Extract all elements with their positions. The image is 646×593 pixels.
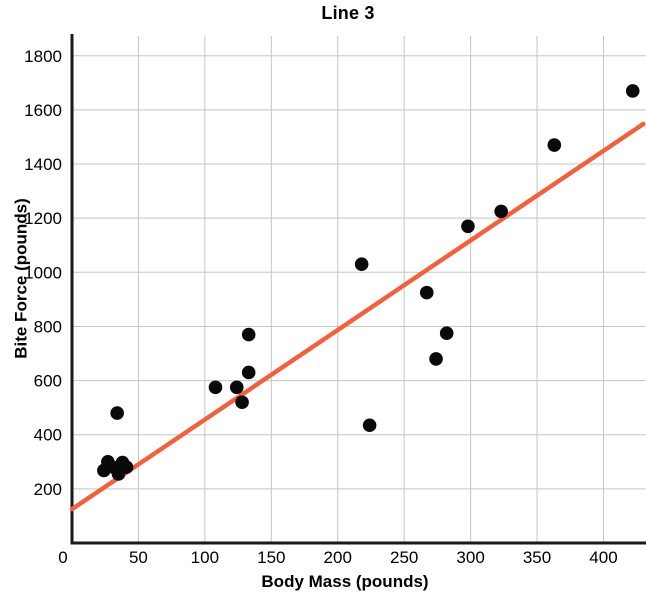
- x-tick-label: 350: [523, 548, 551, 567]
- data-point: [229, 380, 244, 395]
- data-point: [494, 204, 508, 219]
- data-point: [208, 380, 223, 395]
- data-point: [235, 395, 249, 410]
- data-point: [547, 138, 562, 152]
- x-tick-label: 300: [456, 548, 484, 567]
- y-tick-label: 200: [34, 480, 62, 499]
- data-point: [429, 352, 443, 366]
- x-tick-label: 100: [191, 548, 219, 567]
- data-point: [241, 327, 256, 342]
- y-axis-label: Bite Force (pounds): [11, 198, 31, 359]
- data-point: [461, 219, 475, 234]
- x-tick-label: 50: [129, 548, 148, 567]
- x-tick-label: 200: [324, 548, 352, 567]
- x-axis-label: Body Mass (pounds): [261, 572, 429, 591]
- y-tick-label: 1600: [24, 101, 62, 120]
- chart-title: Line 3: [321, 3, 375, 23]
- trend-line: [69, 121, 646, 512]
- y-tick-label: 1000: [24, 263, 62, 282]
- data-point: [110, 406, 124, 420]
- y-tick-label: 1200: [24, 209, 62, 228]
- data-point: [362, 418, 377, 433]
- x-tick-label: 250: [390, 548, 418, 567]
- data-point: [419, 285, 434, 300]
- data-point: [439, 326, 454, 341]
- data-point: [625, 84, 640, 98]
- y-tick-label: 600: [34, 372, 62, 391]
- y-tick-label: 1400: [24, 155, 62, 174]
- data-point: [241, 365, 256, 380]
- y-tick-label: 400: [34, 426, 62, 445]
- x-tick-label: 0: [58, 548, 67, 567]
- y-tick-label: 1800: [24, 47, 62, 66]
- x-tick-label: 150: [257, 548, 285, 567]
- data-point: [354, 257, 369, 271]
- y-tick-label: 800: [34, 317, 62, 336]
- x-tick-label: 400: [589, 548, 617, 567]
- data-point: [119, 460, 134, 475]
